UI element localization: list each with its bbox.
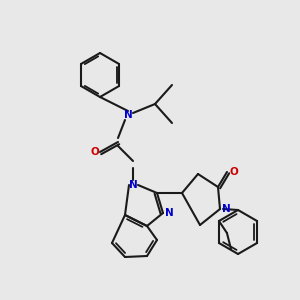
Text: O: O [230, 167, 238, 177]
Text: N: N [165, 208, 173, 218]
Text: O: O [91, 147, 99, 157]
Text: N: N [124, 110, 132, 120]
Text: N: N [129, 180, 137, 190]
Text: N: N [222, 204, 230, 214]
